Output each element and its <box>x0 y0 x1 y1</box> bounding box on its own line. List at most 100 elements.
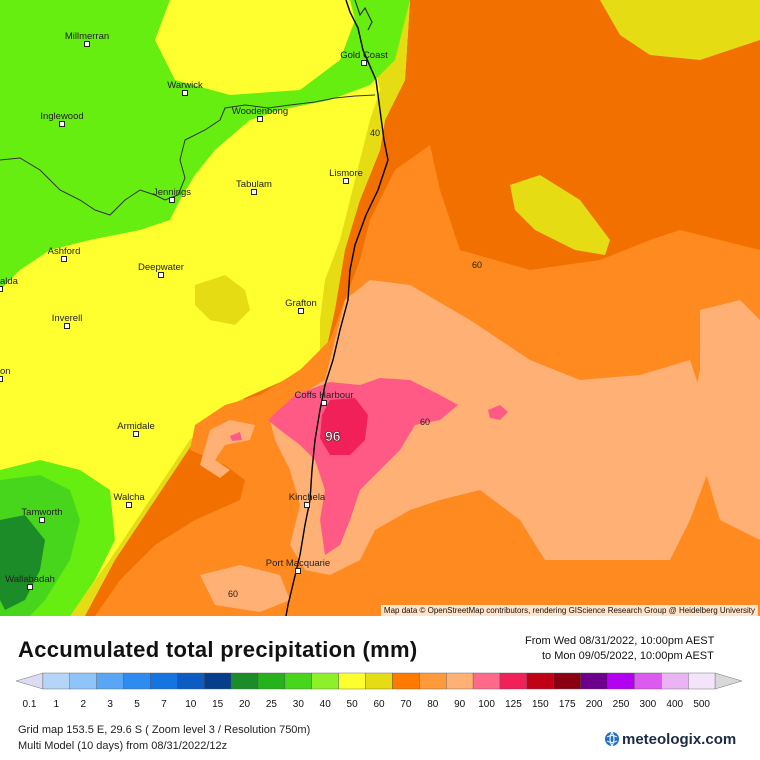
colorbar-tick-label: 80 <box>427 699 439 710</box>
town-marker <box>0 286 3 292</box>
precipitation-map[interactable]: 40 60 60 80 60 96 MillmerranWarwickGold … <box>0 0 760 616</box>
river-north <box>354 0 373 31</box>
town-label[interactable]: Jennings <box>153 187 191 198</box>
colorbar-tick-label: 30 <box>293 699 305 710</box>
yellow-island-ne <box>510 175 610 255</box>
town-label[interactable]: alda <box>0 276 19 287</box>
colorbar-tick-label: 40 <box>320 699 332 710</box>
colorbar-swatch <box>688 672 716 690</box>
colorbar-tick-label: 500 <box>693 699 710 710</box>
colorbar-swatch <box>553 672 581 690</box>
colorbar-swatch <box>42 672 70 690</box>
colorbar-tick-label: 200 <box>586 699 603 710</box>
town-label[interactable]: Walcha <box>113 492 145 503</box>
town-label[interactable]: Deepwater <box>138 262 184 273</box>
salmon-region-right <box>690 300 760 540</box>
yellow-island <box>195 275 250 325</box>
town-label[interactable]: Lismore <box>329 168 363 179</box>
colorbar-swatch <box>284 672 312 690</box>
town-label[interactable]: Kinchela <box>289 492 326 503</box>
colorbar-tick-label: 125 <box>505 699 522 710</box>
town-marker <box>0 376 3 382</box>
town-marker <box>158 272 164 278</box>
brand-logo[interactable]: meteologix.com <box>604 731 736 748</box>
contour-label-40: 40 <box>370 128 380 138</box>
town-label[interactable]: Armidale <box>117 421 155 432</box>
town-marker <box>251 189 257 195</box>
colorbar-swatch <box>257 672 286 690</box>
colorbar-swatch <box>526 672 554 690</box>
yellow-corner-ne <box>600 0 760 60</box>
salmon-region <box>270 280 720 575</box>
contour-label-60: 60 <box>472 260 482 270</box>
colorbar-swatch <box>607 672 635 690</box>
town-label[interactable]: Tamworth <box>21 507 62 518</box>
legend-title: Accumulated total precipitation (mm) <box>18 637 418 662</box>
town-label[interactable]: Millmerran <box>65 31 109 42</box>
town-label[interactable]: Warwick <box>167 80 203 91</box>
town-label[interactable]: Tabulam <box>236 179 272 190</box>
town-marker <box>361 60 367 66</box>
town-marker <box>126 502 132 508</box>
time-range-to: to Mon 09/05/2022, 10:00pm AEST <box>542 650 714 662</box>
salmon-south <box>200 565 290 612</box>
colorbar-swatch <box>15 672 44 690</box>
town-label[interactable]: Inverell <box>52 313 83 324</box>
town-label[interactable]: Grafton <box>285 298 317 309</box>
town-label[interactable]: Port Macquarie <box>266 558 330 569</box>
town-label[interactable]: on <box>0 366 11 377</box>
town-marker <box>321 400 327 406</box>
colorbar-tick-label: 50 <box>347 699 359 710</box>
colorbar-tick-label: 5 <box>134 699 140 710</box>
town-label[interactable]: Inglewood <box>40 111 83 122</box>
colorbar-swatch <box>69 672 97 690</box>
colorbar-tick-label: 25 <box>266 699 278 710</box>
colorbar-swatch <box>580 672 608 690</box>
globe-icon <box>605 731 619 747</box>
pink-dot-west <box>230 432 242 441</box>
pink-region <box>268 378 458 555</box>
map-attribution: Map data © OpenStreetMap contributors, r… <box>380 605 758 616</box>
colorbar-swatch <box>392 672 420 690</box>
grid-info: Grid map 153.5 E, 29.6 S ( Zoom level 3 … <box>18 724 311 736</box>
town-marker <box>64 323 70 329</box>
town-marker <box>304 502 310 508</box>
town-marker <box>343 178 349 184</box>
colorbar-tick-label: 60 <box>373 699 385 710</box>
colorbar-tick-label: 0.1 <box>22 699 36 710</box>
colorbar-tick-label: 175 <box>559 699 576 710</box>
green-strip-west <box>0 180 25 290</box>
colorbar-swatch <box>150 672 178 690</box>
colorbar-tick-label: 20 <box>239 699 251 710</box>
colorbar-tick-label: 150 <box>532 699 549 710</box>
town-label[interactable]: Coffs Harbour <box>295 390 354 401</box>
colorbar-swatch <box>472 672 501 690</box>
contour-label-60: 60 <box>228 589 238 599</box>
town-label[interactable]: Gold Coast <box>340 50 388 61</box>
town-marker <box>257 116 263 122</box>
colorbar-tick-label: 400 <box>666 699 683 710</box>
colorbar-swatch <box>311 672 339 690</box>
town-marker <box>84 41 90 47</box>
town-label[interactable]: Wallabadah <box>5 574 55 585</box>
colorbar-tick-label: 15 <box>212 699 224 710</box>
town-label[interactable]: Ashford <box>48 246 81 257</box>
town-marker <box>182 90 188 96</box>
town-marker <box>59 121 65 127</box>
town-marker <box>169 197 175 203</box>
pink-dot-east <box>488 405 508 420</box>
colorbar-tick-label: 100 <box>478 699 495 710</box>
colorbar-tick-label: 3 <box>107 699 113 710</box>
model-info: Multi Model (10 days) from 08/31/2022/12… <box>18 740 228 752</box>
town-label[interactable]: Woodenbong <box>232 106 288 117</box>
town-markers: Millmerran Warwick Gold Coast Inglewood Wood… <box>0 31 388 590</box>
coastline <box>285 0 389 616</box>
green-region <box>0 0 410 290</box>
colorbar-swatch <box>338 672 366 690</box>
colorbar-swatch <box>446 672 474 690</box>
town-marker <box>27 584 33 590</box>
colorbar-tick-label: 2 <box>80 699 86 710</box>
color-scale-bar: 0.1 1 2 3 5 7 10 15 20 25 30 40 50 60 70 80 90 100 125 150 1… <box>15 672 743 710</box>
colorbar-swatch <box>365 672 393 690</box>
colorbar-tick-label: 1 <box>54 699 60 710</box>
